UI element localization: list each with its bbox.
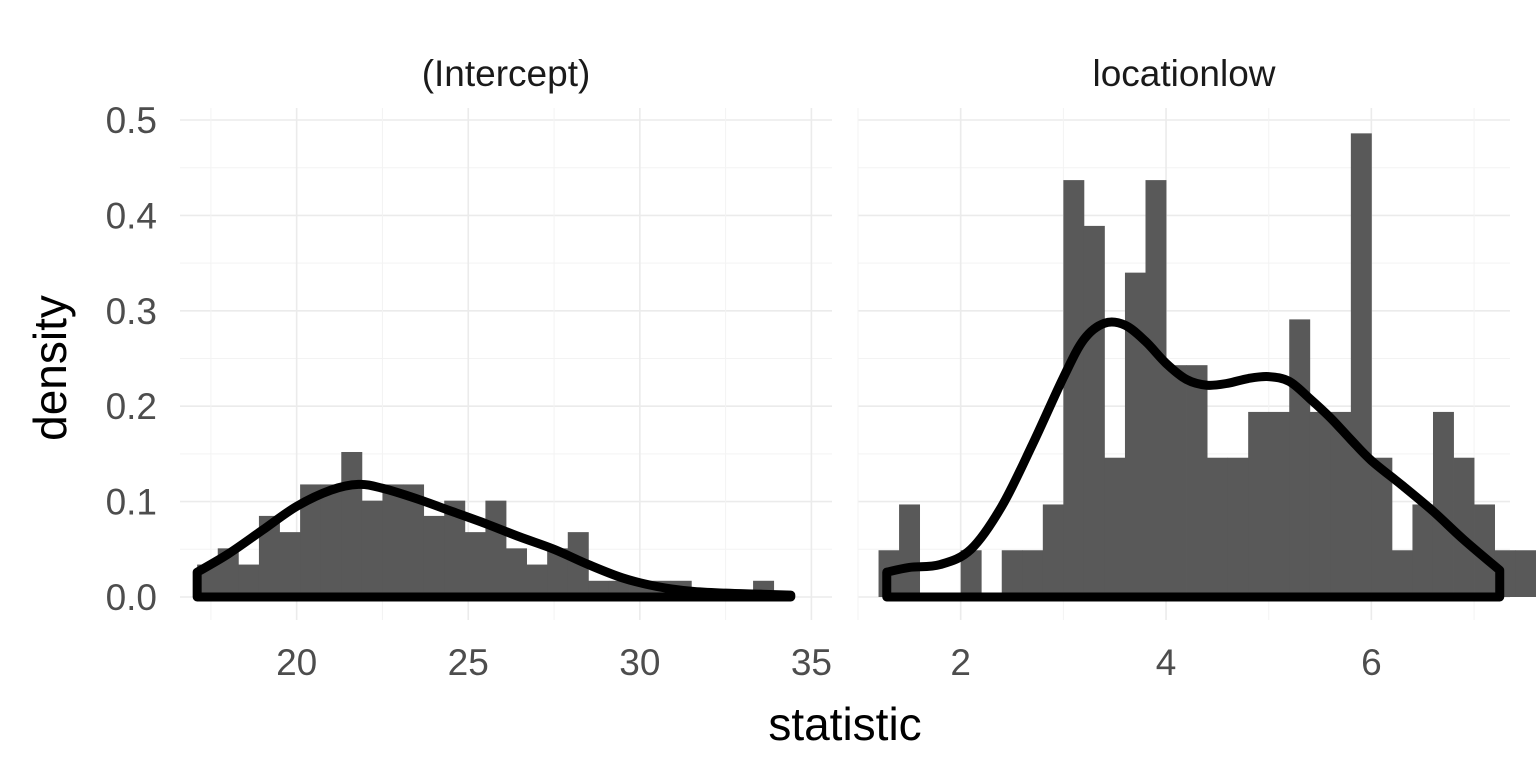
y-axis-title: density (24, 295, 76, 441)
histogram-bar (1515, 550, 1536, 597)
histogram-bar (1412, 504, 1434, 597)
x-tick-label: 20 (276, 642, 317, 683)
histogram-bar (341, 451, 363, 597)
histogram-bar (1268, 411, 1290, 597)
histogram-bar (382, 484, 404, 597)
histogram-bar (1453, 457, 1475, 597)
x-tick-label: 2 (950, 642, 971, 683)
histogram-bar (423, 515, 445, 597)
y-tick-label: 0.3 (106, 291, 157, 332)
histogram-bar (1042, 504, 1064, 597)
panel-intercept: (Intercept) 20 25 30 35 (180, 53, 832, 683)
histogram-bar (1391, 550, 1413, 597)
histogram-bar (899, 504, 921, 597)
panel-title: (Intercept) (422, 53, 591, 94)
histogram-bar (1083, 225, 1105, 598)
y-tick-label: 0.2 (106, 386, 157, 427)
x-tick-label: 4 (1156, 642, 1177, 683)
y-tick-label: 0.4 (106, 195, 157, 236)
histogram-bar (1124, 272, 1146, 597)
y-tick-label: 0.5 (106, 100, 157, 141)
y-tick-label: 0.0 (106, 577, 157, 618)
histogram-bar (1145, 180, 1167, 598)
histogram-bar (1207, 457, 1229, 597)
histogram-bar (1432, 411, 1454, 597)
histogram-bar (526, 564, 548, 597)
histogram-bar (300, 484, 322, 597)
histogram-bar (506, 548, 527, 597)
x-tick-label: 35 (791, 642, 832, 683)
histogram-bar (444, 500, 466, 597)
histogram-bar (547, 548, 569, 597)
histogram-bar (1350, 133, 1372, 597)
x-tick-label: 6 (1361, 642, 1382, 683)
panel-locationlow: locationlow 2 4 6 (857, 53, 1536, 683)
histogram-bar (960, 550, 982, 597)
histogram-bar (1186, 365, 1208, 597)
histogram-bar (1166, 365, 1187, 597)
y-tick-label: 0.1 (106, 482, 157, 523)
histogram-bar (1248, 411, 1270, 597)
histogram-bar (1289, 319, 1311, 597)
panel-title: locationlow (1092, 53, 1275, 94)
histogram-bar (403, 484, 425, 597)
histogram-bar (258, 515, 280, 597)
histogram-bar (1227, 457, 1249, 597)
histogram-bar (1371, 457, 1393, 597)
x-tick-label: 30 (619, 642, 660, 683)
histogram-bar (1001, 550, 1023, 597)
histogram-bar (464, 532, 486, 597)
histogram-bar (485, 500, 507, 597)
histogram-bar (1104, 457, 1126, 597)
histogram-bar (279, 532, 301, 597)
histogram-bar (1330, 411, 1352, 597)
y-axis: 0.0 0.1 0.2 0.3 0.4 0.5 (106, 100, 157, 618)
histogram-bar (1063, 180, 1085, 598)
x-axis-title: statistic (768, 698, 921, 750)
histogram-bar (238, 564, 260, 597)
histogram-bar (1022, 550, 1044, 597)
density-curve (882, 317, 1505, 602)
density-curve (192, 479, 796, 602)
histogram-bar (1309, 411, 1331, 597)
x-tick-label: 25 (448, 642, 489, 683)
histogram-bar (361, 500, 383, 597)
histogram-bar (1474, 504, 1495, 597)
histogram-bar (320, 484, 342, 597)
